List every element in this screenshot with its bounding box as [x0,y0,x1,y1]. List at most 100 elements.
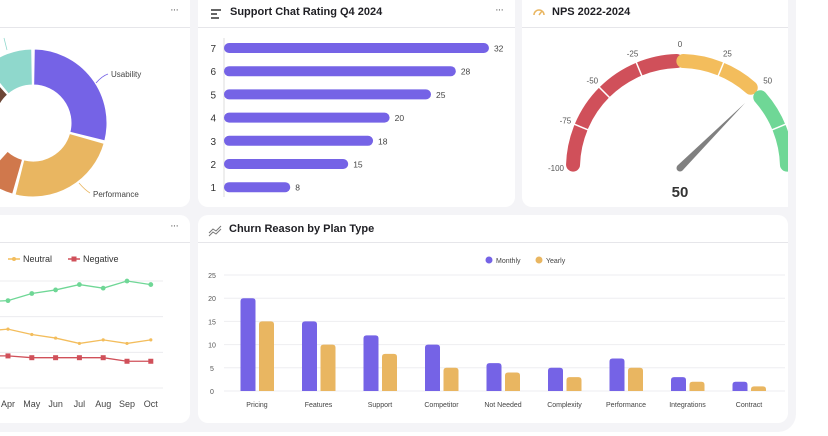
data-point [148,358,154,364]
y-tick-label: 5 [210,366,214,373]
nps-card: NPS 2022-2024 -100 -75 -50 -25 0 25 50 50 [522,0,788,207]
bar-yearly [259,321,274,391]
gauge-needle-hub [676,164,684,172]
legend-label: Negative [83,254,119,264]
x-tick-label: Features [305,402,333,409]
data-point [54,336,58,340]
series-line [0,328,151,345]
x-tick-label: Aug [95,399,111,409]
x-tick-label: Performance [606,402,646,409]
bar-monthly [240,298,256,391]
gauge-tick [717,61,725,77]
gauge-needle [677,102,746,171]
bar-monthly [425,344,440,391]
card-header [0,0,190,28]
card-header [0,215,190,243]
legend-label: Neutral [23,254,52,264]
data-point [5,298,11,304]
label-leader-line [78,182,91,194]
label-leader-line [95,73,109,84]
card-header [198,0,515,28]
bar [224,89,431,100]
y-tick-label: 6 [210,67,216,78]
sentiment-line-chart: Neutral Negative Apr May Jun Jul Aug Sep Oct [0,254,163,409]
y-tick-label: 10 [208,343,216,350]
card-header [198,215,788,243]
x-tick-label: Integrations [669,402,706,409]
data-label: 32 [494,44,504,54]
data-point [124,358,130,364]
gauge-tick [598,86,611,99]
data-label: 8 [295,183,300,193]
x-tick-label: Jun [48,399,63,409]
x-tick-label: Apr [1,399,15,409]
label-leader-line [3,37,8,51]
gauge-band [676,54,758,95]
sentiment-trend-card: e ··· NeutralNegativeAprMayJunJulAugSepO… [0,215,190,423]
x-tick-label: Complexity [547,402,582,409]
data-label: 25 [436,90,446,100]
gauge-icon [533,9,545,16]
gauge-band [753,90,788,172]
data-point [149,338,153,342]
data-point [6,327,10,331]
y-tick-label: 1 [210,183,216,194]
donut-card: ··· Usability Performance [0,0,190,207]
data-point [76,355,82,361]
data-point [30,332,34,337]
more-options-button[interactable]: ··· [170,4,179,16]
gauge-tick [573,123,589,131]
gauge-tick-label: -25 [627,49,639,58]
data-point [29,355,35,361]
legend-marker [485,256,493,264]
x-tick-label: Jul [74,399,86,409]
support-rating-chart: 7 326 285 254 203 182 151 8 [210,38,504,197]
card-title: Churn Reason by Plan Type [229,223,375,235]
y-tick-label: 3 [210,137,216,148]
bar-monthly [486,363,502,391]
donut-segment [0,150,24,195]
x-tick-label: Sep [119,399,135,409]
data-label: 20 [395,113,405,123]
bar-yearly [382,353,397,391]
bar-monthly [302,321,317,391]
gauge-tick-label: -75 [560,117,572,126]
y-tick-label: 20 [208,296,216,303]
trend-lines-icon [208,225,222,237]
y-tick-label: 15 [208,319,216,326]
more-options-button[interactable]: ··· [170,220,179,232]
data-label: 18 [378,136,388,146]
bar [224,43,489,53]
bar-monthly [363,335,379,391]
data-point [100,355,106,361]
y-tick-label: 4 [210,114,216,125]
card-header [522,0,788,28]
card-title: Support Chat Rating Q4 2024 [230,6,383,18]
legend-marker [71,256,77,262]
data-point [53,287,58,293]
bar-yearly [628,367,643,391]
gauge-tick-label: 50 [763,76,772,85]
card-title: NPS 2022-2024 [552,6,631,18]
legend-label: Yearly [546,258,566,265]
bar-yearly [689,381,705,391]
gauge-value: 50 [672,184,689,201]
bar [224,66,456,77]
more-options-button[interactable]: ··· [495,4,504,16]
bar-monthly [732,381,748,391]
x-tick-label: Pricing [246,402,268,409]
data-point [53,355,59,361]
y-tick-label: 25 [208,273,216,280]
support-chat-card: Support Chat Rating Q4 2024 ··· 7 32 6 28 5 2… [198,0,515,207]
bar [224,135,374,146]
series-line [0,355,151,362]
donut-segment-performance [14,132,105,198]
bar-yearly [566,377,582,391]
data-point [124,278,130,284]
donut-segment-usability [33,48,108,142]
data-point [101,338,105,342]
y-tick-label: 5 [210,90,216,101]
donut-chart: Usability Performance [0,37,141,199]
bar-yearly [751,386,766,391]
data-point [5,353,11,359]
